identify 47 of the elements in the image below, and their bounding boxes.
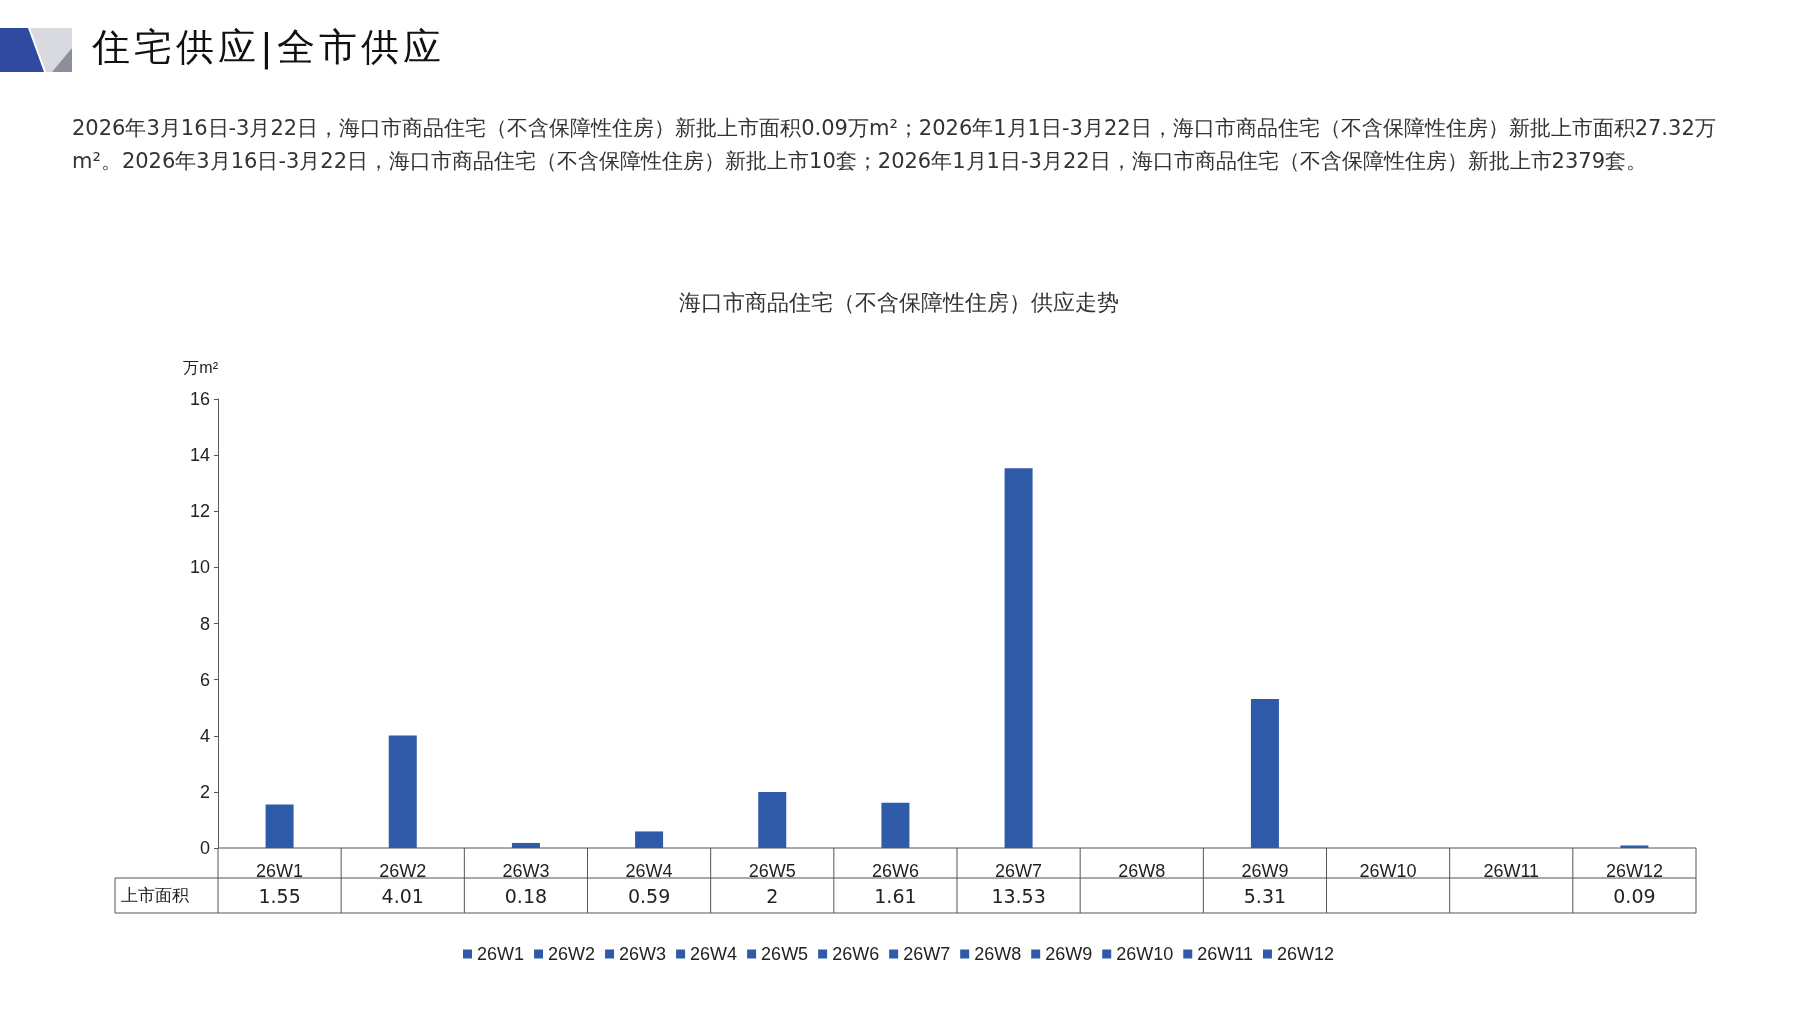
legend-label: 26W8 xyxy=(974,944,1022,964)
legend-label: 26W7 xyxy=(903,944,951,964)
y-tick-label: 12 xyxy=(189,501,210,522)
legend-label: 26W9 xyxy=(1045,944,1093,964)
legend-label: 26W5 xyxy=(761,944,809,964)
x-tick-label: 26W2 xyxy=(379,861,427,881)
y-tick-label: 8 xyxy=(199,613,210,634)
y-tick-label: 4 xyxy=(199,725,210,746)
data-label: 0.09 xyxy=(1613,884,1656,907)
data-label: 1.55 xyxy=(258,884,301,907)
legend-label: 26W11 xyxy=(1197,944,1253,964)
chart-title: 海口市商品住宅（不含保障性住房）供应走势 xyxy=(678,289,1119,315)
y-tick-label: 2 xyxy=(199,781,210,802)
data-label: 5.31 xyxy=(1243,884,1287,907)
x-tick-label: 26W10 xyxy=(1359,861,1417,881)
data-label: 1.61 xyxy=(874,884,917,907)
text: 上市面积 xyxy=(121,884,189,905)
x-tick-label: 26W12 xyxy=(1605,861,1663,881)
x-tick-label: 26W6 xyxy=(871,861,919,881)
text: 住宅供应|全市供应 xyxy=(92,24,445,72)
y-tick-label: 16 xyxy=(189,389,210,409)
x-tick-label: 26W3 xyxy=(502,861,550,881)
x-tick-label: 26W7 xyxy=(995,861,1043,881)
y-tick-label: 10 xyxy=(189,557,210,578)
x-tick-label: 26W5 xyxy=(748,861,796,881)
chart-subtitle: 2026年3月16日-3月22日，海口市商品住宅（不含保障性住房）新批上市面积0.09万m²；2026年1月1日-3月22日，海口市商品住宅（不含保障性住房）新批上市面积27.32万m²。2026年3月16日-3月22日，海口市商品住宅（不含保障性住房）新批上市10套；2026年1月1日-3月22日，海口市商品住宅（不含保障性住房）新批上市2379套。 xyxy=(72,115,1717,175)
legend-label: 26W3 xyxy=(619,944,667,964)
y-axis-title: 万m² xyxy=(183,358,219,376)
x-tick-label: 26W8 xyxy=(1118,861,1166,881)
data-label: 0.59 xyxy=(627,884,671,907)
legend-label: 26W10 xyxy=(1116,944,1174,964)
data-label: 2 xyxy=(766,884,779,907)
legend-label: 26W12 xyxy=(1276,944,1334,964)
data-label: 0.18 xyxy=(504,884,548,907)
y-tick-label: 0 xyxy=(199,838,210,858)
legend-label: 26W1 xyxy=(477,944,525,964)
legend-label: 26W6 xyxy=(832,944,880,964)
legend-label: 26W4 xyxy=(690,944,738,964)
y-tick-label: 14 xyxy=(189,445,210,466)
x-tick-label: 26W4 xyxy=(625,861,673,881)
x-tick-label: 26W11 xyxy=(1483,861,1540,881)
x-tick-label: 26W9 xyxy=(1241,861,1289,881)
y-tick-label: 6 xyxy=(199,669,210,690)
data-label: 4.01 xyxy=(381,884,424,907)
data-label: 13.53 xyxy=(991,884,1046,907)
legend-label: 26W2 xyxy=(548,944,596,964)
x-tick-label: 26W1 xyxy=(256,861,304,881)
